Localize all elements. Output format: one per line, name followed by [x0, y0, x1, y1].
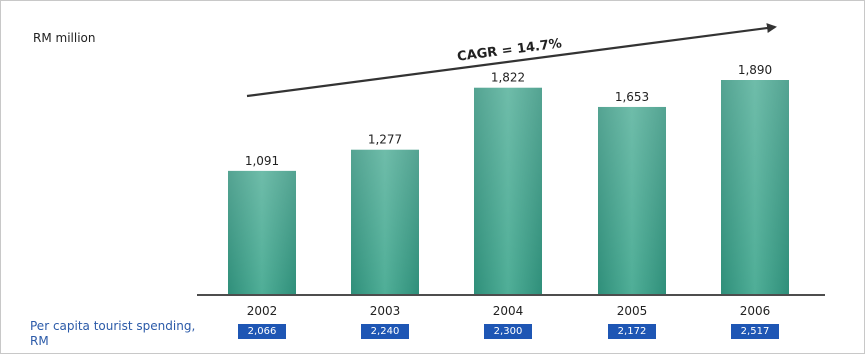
value-label-2004: 1,822 — [491, 71, 525, 85]
value-label-2006: 1,890 — [738, 63, 772, 77]
x-tick-2006: 2006 — [740, 304, 771, 318]
bar-shine-2006 — [721, 80, 789, 295]
value-label-2002: 1,091 — [245, 154, 279, 168]
bar-shine-2005 — [598, 106, 666, 295]
bar-shine-2003 — [351, 149, 419, 295]
cagr-label: CAGR = 14.7% — [456, 36, 562, 64]
x-tick-2004: 2004 — [493, 304, 524, 318]
cagr-trend-arrow — [246, 23, 777, 98]
x-tick-2002: 2002 — [247, 304, 278, 318]
bar-shine-2004 — [474, 87, 542, 296]
value-label-2005: 1,653 — [615, 90, 649, 104]
spending-box-2004: 2,300 — [484, 324, 532, 339]
x-tick-2003: 2003 — [370, 304, 401, 318]
spending-box-2002: 2,066 — [238, 324, 286, 339]
bar-shine-2002 — [228, 170, 296, 295]
spending-box-2006: 2,517 — [731, 324, 779, 339]
x-tick-2005: 2005 — [617, 304, 648, 318]
per-capita-spending-label: Per capita tourist spending, RM — [30, 319, 196, 348]
spending-box-2003: 2,240 — [361, 324, 409, 339]
spending-box-2005: 2,172 — [608, 324, 656, 339]
y-unit-label: RM million — [33, 31, 96, 45]
value-label-2003: 1,277 — [368, 133, 402, 147]
